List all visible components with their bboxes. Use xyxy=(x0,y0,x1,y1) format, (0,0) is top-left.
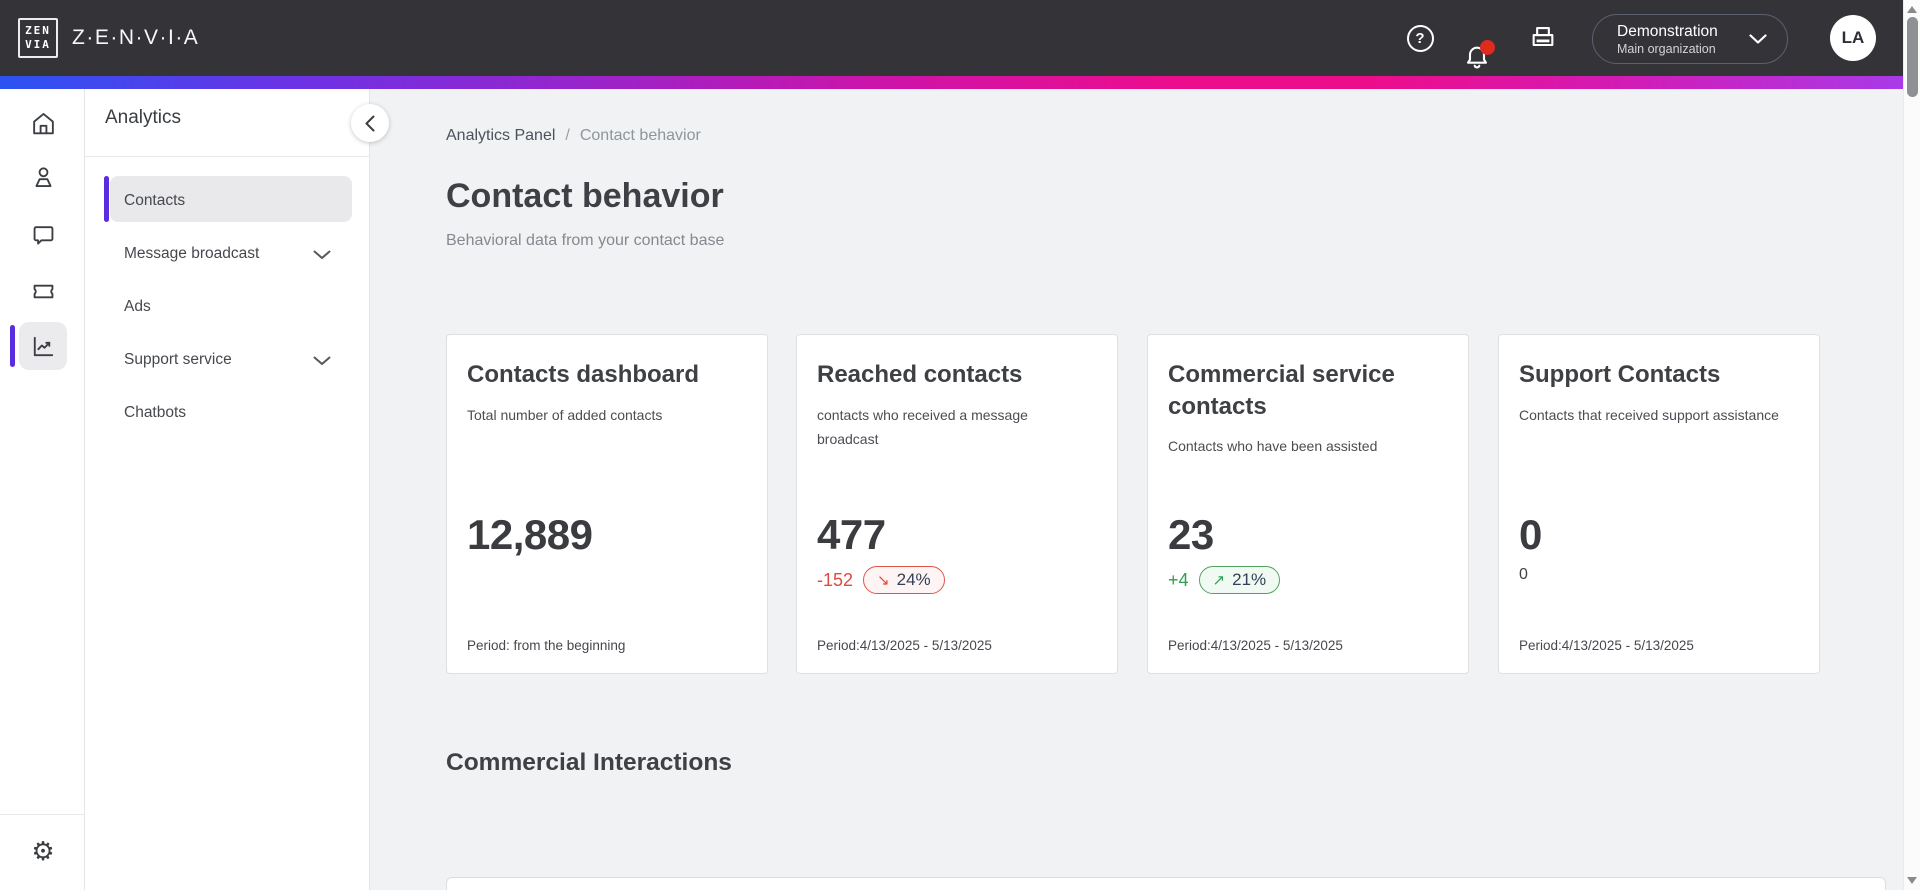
card-value: 477 xyxy=(817,511,886,558)
print-button[interactable] xyxy=(1525,20,1561,56)
card-title: Reached contacts xyxy=(817,361,1023,388)
card-value: 23 xyxy=(1168,511,1214,558)
card-reached-contacts: Reached contacts contacts who received a… xyxy=(796,334,1118,674)
card-value: 0 xyxy=(1519,511,1542,558)
brand-gradient-divider xyxy=(0,76,1903,89)
section-heading-commercial-interactions: Commercial Interactions xyxy=(446,749,732,776)
scrollbar-down-arrow[interactable] xyxy=(1907,877,1917,884)
chevron-left-icon xyxy=(365,115,375,131)
nav-analytics[interactable] xyxy=(19,322,67,370)
sidebar-item-message-broadcast[interactable]: Message broadcast xyxy=(85,227,369,280)
page-subtitle: Behavioral data from your contact base xyxy=(446,232,725,249)
chevron-down-icon xyxy=(1749,34,1767,44)
brand-wordmark: Z·E·N·V·I·A xyxy=(72,26,200,49)
active-item-indicator xyxy=(104,176,109,222)
trend-down-arrow-icon: ↘ xyxy=(877,572,890,589)
sidebar-item-label: Contacts xyxy=(124,191,186,209)
chat-icon xyxy=(33,225,53,245)
breadcrumb-separator: / xyxy=(565,127,570,144)
chevron-down-icon xyxy=(313,250,331,259)
topbar: ZEN VIA Z·E·N·V·I·A ? Demonstration Main… xyxy=(0,0,1903,76)
trend-percent: 21% xyxy=(1232,570,1267,589)
home-icon xyxy=(32,112,54,134)
sidebar-item-label: Support service xyxy=(124,350,232,368)
card-commercial-service-contacts: Commercial service contacts Contacts who… xyxy=(1147,334,1469,674)
help-icon: ? xyxy=(1406,24,1434,52)
delta-value: +4 xyxy=(1168,569,1189,590)
line-chart-icon xyxy=(33,336,53,356)
primary-nav-rail: ⚙ xyxy=(0,89,85,890)
card-description: contacts who received a message broadcas… xyxy=(817,406,1028,448)
nav-conversations[interactable] xyxy=(19,211,67,259)
sidebar-item-label: Chatbots xyxy=(124,403,187,421)
card-delta-row: -152 ↘ 24% xyxy=(817,566,945,594)
breadcrumb: Analytics Panel / Contact behavior xyxy=(446,127,701,145)
avatar[interactable]: LA xyxy=(1830,15,1876,61)
ticket-icon xyxy=(33,284,53,298)
nav-home[interactable] xyxy=(19,99,67,147)
sidebar-item-chatbots[interactable]: Chatbots xyxy=(85,386,369,439)
delta-value: 0 xyxy=(1519,566,1528,583)
page-title: Contact behavior xyxy=(446,177,724,215)
sidebar-item-label: Message broadcast xyxy=(124,244,260,262)
card-period: Period: from the beginning xyxy=(467,638,626,653)
sidebar-item-contacts[interactable]: Contacts xyxy=(85,174,369,227)
printer-icon xyxy=(1532,27,1554,47)
nav-contacts[interactable] xyxy=(19,153,67,201)
commercial-interactions-card xyxy=(446,877,1886,890)
main-content: Analytics Panel / Contact behavior Conta… xyxy=(370,89,1903,890)
notifications-button[interactable] xyxy=(1459,40,1495,76)
card-value: 12,889 xyxy=(467,511,593,558)
delta-value: -152 xyxy=(817,569,854,590)
trend-percent: 24% xyxy=(896,570,931,589)
avatar-initials: LA xyxy=(1841,28,1865,47)
card-title: Commercial service contacts xyxy=(1168,361,1395,420)
sidebar-title: Analytics xyxy=(105,107,182,128)
stat-cards-row: Contacts dashboard Total number of added… xyxy=(446,334,1886,674)
card-title: Contacts dashboard xyxy=(467,361,700,388)
card-period: Period:4/13/2025 - 5/13/2025 xyxy=(1168,638,1343,653)
organization-switcher[interactable]: Demonstration Main organization xyxy=(1592,14,1788,64)
breadcrumb-analytics-panel[interactable]: Analytics Panel xyxy=(446,127,556,144)
sidebar-item-label: Ads xyxy=(124,297,151,315)
sidebar-item-support-service[interactable]: Support service xyxy=(85,333,369,386)
sidebar-divider xyxy=(85,156,369,157)
trend-up-arrow-icon: ↗ xyxy=(1212,572,1226,589)
active-rail-indicator xyxy=(10,325,15,367)
card-period: Period:4/13/2025 - 5/13/2025 xyxy=(817,638,992,653)
active-item-background xyxy=(110,176,352,222)
notification-badge xyxy=(1480,40,1495,55)
help-button[interactable]: ? xyxy=(1402,20,1438,56)
card-support-contacts: Support Contacts Contacts that received … xyxy=(1498,334,1820,674)
card-contacts-dashboard: Contacts dashboard Total number of added… xyxy=(446,334,768,674)
organization-subtitle: Main organization xyxy=(1617,41,1716,56)
logo-line1: ZEN xyxy=(25,24,51,37)
sidebar-menu: Contacts Message broadcast Ads Support s… xyxy=(85,174,369,439)
card-description: Contacts that received support assistanc… xyxy=(1519,406,1779,423)
nav-settings[interactable]: ⚙ xyxy=(19,827,67,875)
page-scrollbar[interactable] xyxy=(1903,0,1920,890)
nav-tickets[interactable] xyxy=(19,267,67,315)
card-period: Period:4/13/2025 - 5/13/2025 xyxy=(1519,638,1694,653)
breadcrumb-current: Contact behavior xyxy=(579,127,701,144)
analytics-sidebar: Analytics Contacts Message broadcast Ads… xyxy=(85,89,370,890)
rail-divider xyxy=(0,814,85,815)
gear-icon: ⚙ xyxy=(31,836,55,866)
chevron-down-icon xyxy=(313,356,331,365)
organization-name: Demonstration xyxy=(1617,22,1718,40)
card-title: Support Contacts xyxy=(1519,361,1721,388)
trend-badge: ↗ 21% xyxy=(1198,566,1281,594)
card-delta-row: 0 xyxy=(1519,566,1528,584)
trend-badge: ↘ 24% xyxy=(863,566,945,594)
sidebar-collapse-button[interactable] xyxy=(351,104,389,142)
logo-line2: VIA xyxy=(25,38,51,51)
sidebar-item-ads[interactable]: Ads xyxy=(85,280,369,333)
person-icon xyxy=(35,166,51,187)
card-description: Total number of added contacts xyxy=(467,406,663,423)
zenvia-logo-icon[interactable]: ZEN VIA xyxy=(18,18,58,58)
card-delta-row: +4 ↗ 21% xyxy=(1168,566,1281,594)
card-description: Contacts who have been assisted xyxy=(1168,438,1378,455)
scrollbar-up-arrow[interactable] xyxy=(1907,6,1917,13)
scrollbar-thumb[interactable] xyxy=(1907,17,1918,97)
